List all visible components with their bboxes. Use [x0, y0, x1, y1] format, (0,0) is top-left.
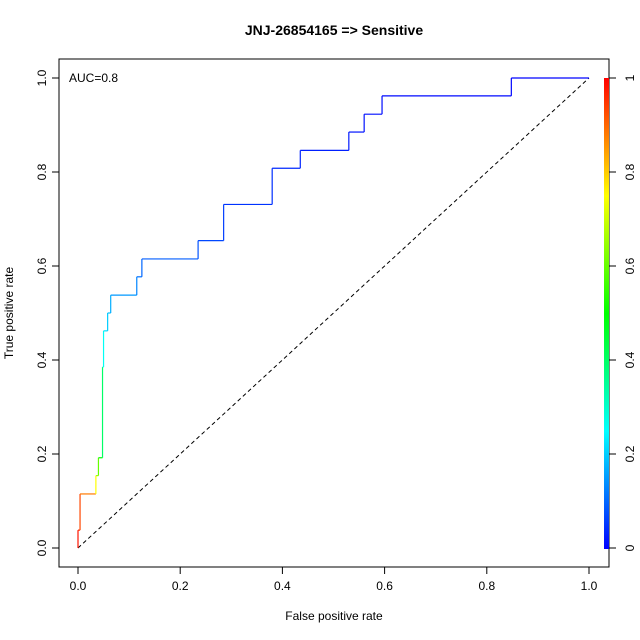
x-tick-label: 0.6: [376, 579, 393, 593]
roc-curve: [77, 77, 589, 548]
colorbar-tick-label: 0.2: [623, 445, 637, 462]
colorbar-tick-label: 0.6: [623, 257, 637, 274]
x-tick-label: 0.2: [172, 579, 189, 593]
x-tick-label: 0.8: [478, 579, 495, 593]
colorbar-tick-label: 1: [623, 74, 637, 81]
y-tick-label: 0.8: [35, 163, 49, 180]
y-axis: 0.0 0.2 0.4 0.6 0.8 1.0: [35, 69, 59, 556]
x-tick-label: 0.4: [274, 579, 291, 593]
colorbar-tick-label: 0: [623, 544, 637, 551]
x-axis: 0.0 0.2 0.4 0.6 0.8 1.0: [70, 567, 598, 593]
auc-annotation: AUC=0.8: [69, 71, 118, 85]
y-tick-label: 0.0: [35, 539, 49, 556]
y-tick-label: 1.0: [35, 69, 49, 86]
x-tick-label: 0.0: [70, 579, 87, 593]
y-tick-label: 0.2: [35, 445, 49, 462]
colorbar: [604, 78, 609, 549]
y-tick-label: 0.4: [35, 351, 49, 368]
x-tick-label: 1.0: [581, 579, 598, 593]
chart-title: JNJ-26854165 => Sensitive: [245, 22, 423, 38]
x-axis-label: False positive rate: [285, 609, 383, 623]
diagonal-reference-line: [77, 77, 590, 549]
colorbar-axis: 0 0.2 0.4 0.6 0.8 1: [609, 74, 637, 551]
colorbar-tick-label: 0.4: [623, 351, 637, 368]
y-tick-label: 0.6: [35, 257, 49, 274]
y-axis-label: True positive rate: [2, 267, 16, 360]
colorbar-tick-label: 0.8: [623, 163, 637, 180]
